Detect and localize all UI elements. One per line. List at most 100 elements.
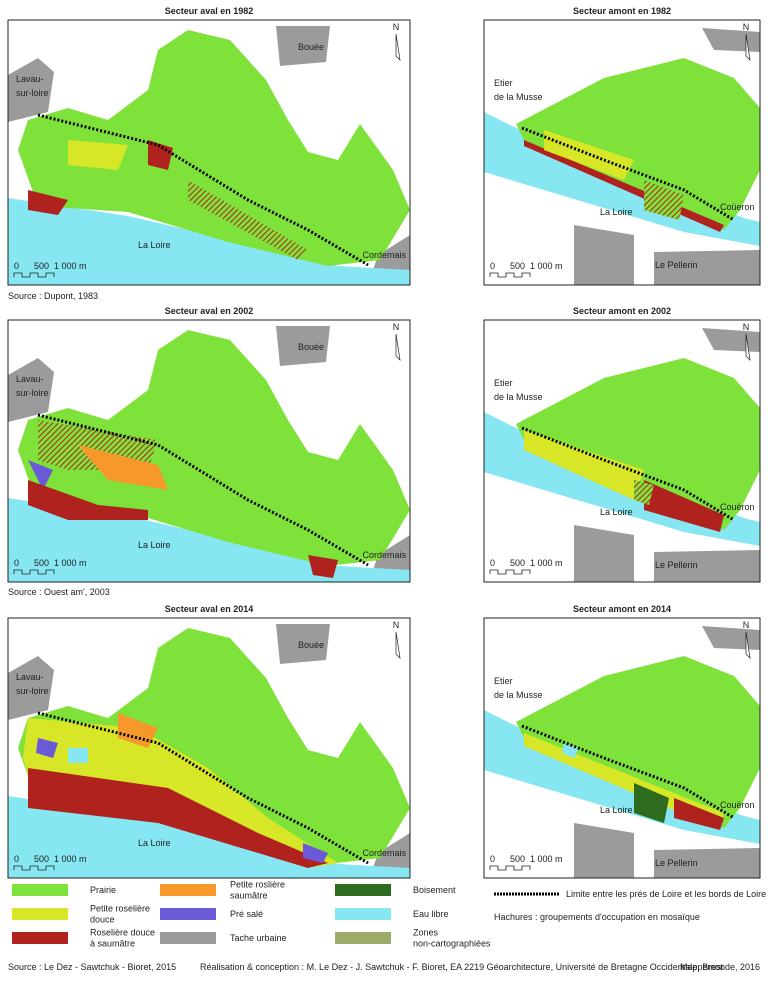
map-area (308, 555, 338, 578)
place-label: Etier (494, 378, 513, 388)
north-label: N (393, 22, 400, 32)
scale-bar (489, 272, 531, 278)
legend-label: Pré salé (230, 909, 263, 919)
map-area (8, 656, 54, 720)
legend-swatch (160, 908, 216, 920)
place-label: sur-loire (16, 686, 49, 696)
map-area (702, 328, 760, 352)
map-area (23, 718, 338, 868)
map-area (634, 480, 654, 505)
place-label: Lavau- (16, 672, 44, 682)
scale-bar (489, 569, 531, 575)
map-area (28, 460, 53, 490)
map-area (654, 848, 760, 878)
map-frame (7, 319, 411, 583)
legend-swatch (335, 932, 391, 944)
legend-line-label: Limite entre les prés de Loire et les bo… (566, 889, 766, 899)
place-label: Cordemais (362, 848, 406, 858)
map-frame (7, 617, 411, 879)
map-area (674, 798, 724, 830)
source: Source : Dupont, 1983 (8, 291, 98, 301)
map-area (395, 333, 401, 362)
source: Source : Ouest am', 2003 (8, 587, 110, 597)
boundary-line (37, 711, 369, 865)
map-area (516, 58, 760, 230)
legend-swatch (12, 884, 68, 896)
map-area (395, 631, 401, 660)
legend-swatch (335, 908, 391, 920)
map-frame (7, 19, 411, 286)
scale-label: 1 000 m (530, 854, 563, 864)
scale-bar (13, 272, 55, 278)
boundary-line (37, 413, 369, 567)
map-area (276, 326, 330, 366)
map-area (28, 480, 148, 520)
map-frame (483, 19, 761, 286)
panel-title: Secteur amont en 1982 (573, 6, 671, 16)
map-area (8, 358, 54, 422)
legend-label: Boisement (413, 885, 456, 895)
boundary-line (37, 113, 369, 267)
scale-label: 0 (14, 558, 19, 568)
place-label: Le Pellerin (655, 858, 698, 868)
boundary-line (521, 426, 735, 522)
place-label: Le Pellerin (655, 260, 698, 270)
place-label: La Loire (600, 507, 633, 517)
panel-title: Secteur aval en 2014 (165, 604, 254, 614)
place-label: Etier (494, 78, 513, 88)
place-label: de la Musse (494, 392, 543, 402)
legend-label: Prairie (90, 885, 116, 895)
place-label: Lavau- (16, 374, 44, 384)
north-label: N (743, 322, 750, 332)
scale-label: 1 000 m (530, 558, 563, 568)
scale-label: 500 (34, 558, 49, 568)
map-area (188, 180, 308, 260)
map (484, 618, 760, 878)
map-area (28, 190, 68, 215)
north-label: N (743, 22, 750, 32)
map-area (702, 28, 760, 52)
map (484, 20, 760, 285)
panel-title: Secteur aval en 1982 (165, 6, 254, 16)
place-label: Bouée (298, 42, 324, 52)
place-label: Bouée (298, 640, 324, 650)
scale-label: 1 000 m (530, 261, 563, 271)
panel-title: Secteur amont en 2002 (573, 306, 671, 316)
scale-label: 1 000 m (54, 854, 87, 864)
place-label: Lavau- (16, 74, 44, 84)
map-area (574, 525, 634, 582)
scale-label: 500 (34, 854, 49, 864)
place-label: La Loire (138, 240, 171, 250)
place-label: Couëron (720, 502, 755, 512)
map-area (36, 738, 58, 758)
map-area (68, 748, 88, 763)
scale-label: 0 (14, 261, 19, 271)
map-area (276, 26, 330, 66)
map-area (702, 626, 760, 650)
north-label: N (743, 620, 750, 630)
legend-label: Roselière douce (90, 928, 155, 938)
map-area (574, 823, 634, 878)
place-label: sur-loire (16, 88, 49, 98)
map-frame (483, 319, 761, 583)
place-label: La Loire (138, 540, 171, 550)
map-area (654, 550, 760, 582)
place-label: de la Musse (494, 690, 543, 700)
legend-label: Zones (413, 928, 439, 938)
legend-label: saumâtre (230, 891, 268, 901)
boundary-line (521, 724, 735, 820)
scale-label: 500 (510, 558, 525, 568)
legend-label: Eau libre (413, 909, 449, 919)
map-area (8, 58, 54, 122)
map-area (634, 783, 669, 823)
place-label: La Loire (600, 207, 633, 217)
place-label: Etier (494, 676, 513, 686)
map-area (148, 140, 173, 170)
map-area (8, 198, 410, 285)
map-frame (483, 617, 761, 879)
map-area (745, 33, 751, 62)
scale-label: 500 (510, 854, 525, 864)
scale-label: 0 (490, 261, 495, 271)
map-area (644, 180, 684, 220)
